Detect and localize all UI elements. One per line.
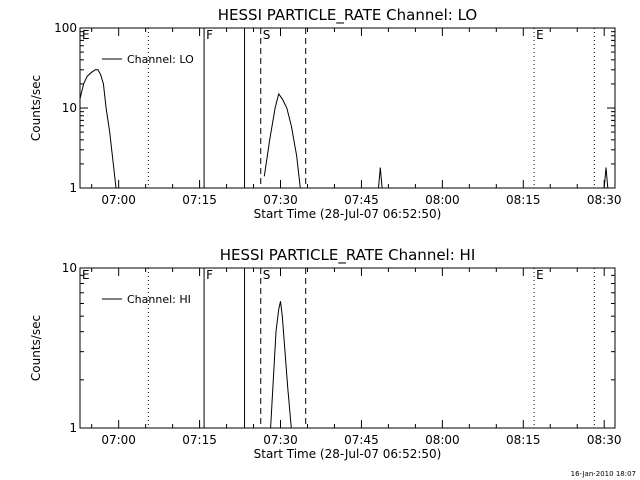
x-tick-label: 07:30 [263, 193, 298, 207]
x-tick-label: 08:15 [506, 433, 541, 447]
x-tick-label: 07:00 [101, 433, 136, 447]
y-tick-label: 100 [54, 21, 77, 35]
legend-label: Channel: LO [127, 53, 194, 66]
series-line [603, 167, 609, 189]
y-tick-label: 1 [69, 181, 77, 195]
y-axis-label: Counts/sec [29, 75, 43, 141]
chart-title: HESSI PARTICLE_RATE Channel: HI [220, 246, 476, 265]
x-axis-label: Start Time (28-Jul-07 06:52:50) [254, 207, 442, 221]
event-marker: S [263, 268, 271, 282]
x-tick-label: 07:30 [263, 433, 298, 447]
x-tick-label: 08:00 [425, 433, 460, 447]
x-tick-label: 07:15 [182, 433, 217, 447]
x-tick-label: 08:15 [506, 193, 541, 207]
series-line [79, 69, 117, 189]
plot-frame [79, 27, 616, 189]
event-marker: F [206, 268, 213, 282]
x-tick-label: 07:45 [344, 193, 379, 207]
x-tick-label: 07:45 [344, 433, 379, 447]
x-tick-label: 08:00 [425, 193, 460, 207]
event-marker: E [82, 28, 90, 42]
plot-frame [79, 267, 616, 429]
y-axis-label: Counts/sec [29, 315, 43, 381]
event-marker: F [206, 28, 213, 42]
x-axis-label: Start Time (28-Jul-07 06:52:50) [254, 447, 442, 461]
x-tick-label: 07:00 [101, 193, 136, 207]
x-tick-label: 08:30 [587, 433, 622, 447]
y-tick-label: 1 [69, 421, 77, 435]
event-marker: E [82, 268, 90, 282]
x-tick-label: 07:15 [182, 193, 217, 207]
chart-title: HESSI PARTICLE_RATE Channel: LO [218, 6, 477, 25]
y-tick-label: 10 [62, 261, 77, 275]
event-marker: E [536, 28, 544, 42]
legend-label: Channel: HI [127, 293, 191, 306]
series-line [378, 167, 383, 189]
event-marker: S [263, 28, 271, 42]
series-line [270, 301, 292, 429]
x-tick-label: 08:30 [587, 193, 622, 207]
series-line [263, 92, 301, 189]
event-marker: E [536, 268, 544, 282]
y-tick-label: 10 [62, 101, 77, 115]
